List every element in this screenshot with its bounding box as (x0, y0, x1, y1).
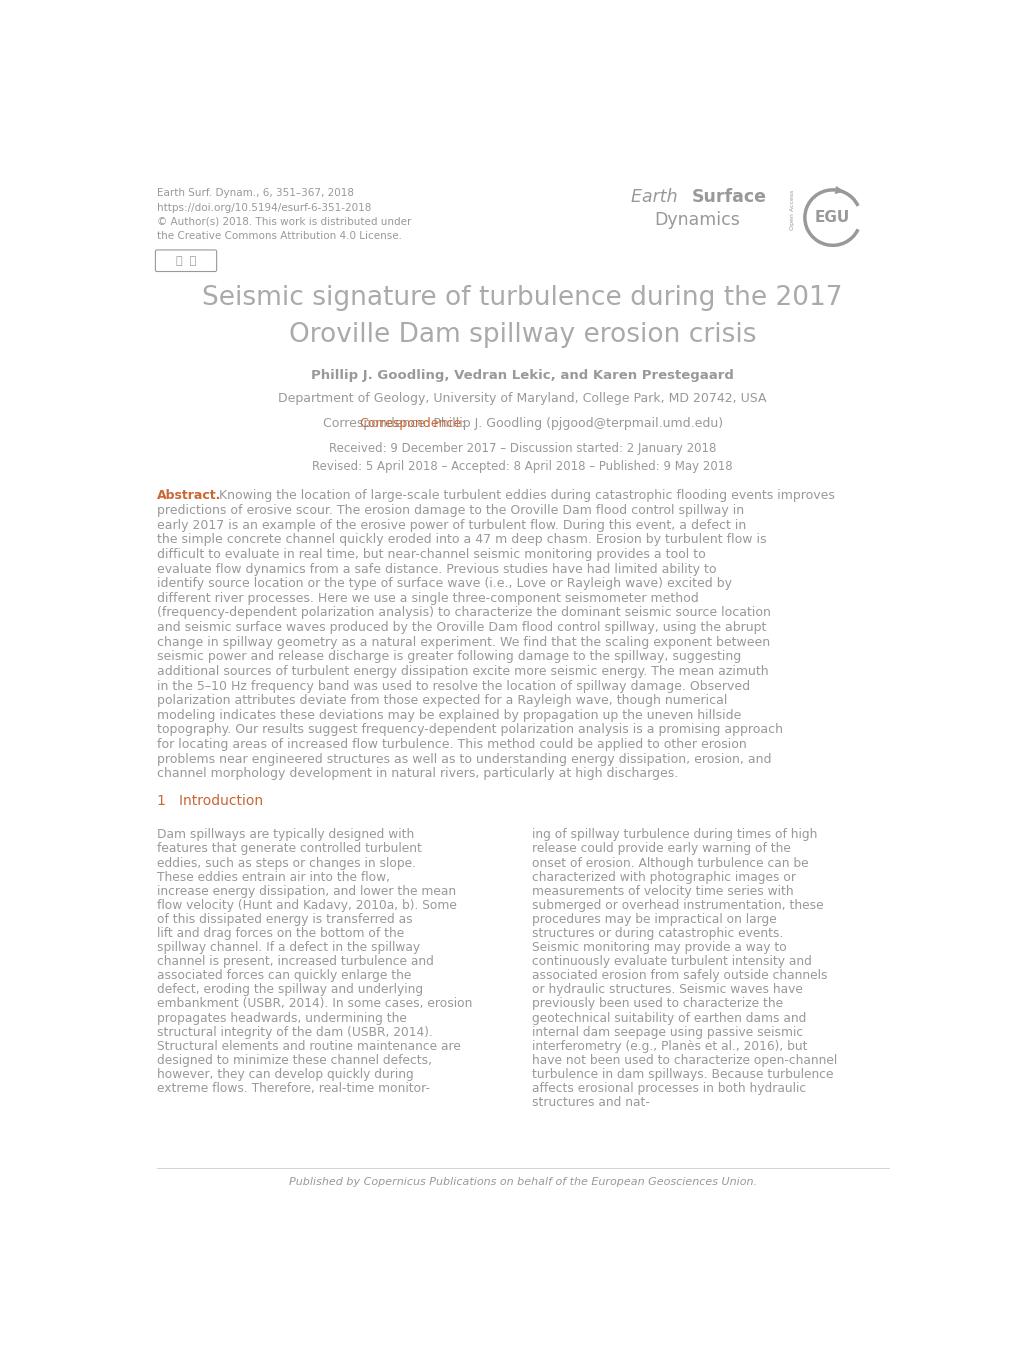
Text: characterized with photographic images or: characterized with photographic images o… (532, 870, 795, 884)
Text: EGU: EGU (814, 210, 850, 225)
Text: features that generate controlled turbulent: features that generate controlled turbul… (157, 842, 422, 855)
Text: Knowing the location of large-scale turbulent eddies during catastrophic floodin: Knowing the location of large-scale turb… (219, 490, 834, 503)
Text: (frequency-dependent polarization analysis) to characterize the dominant seismic: (frequency-dependent polarization analys… (157, 607, 770, 620)
Text: turbulence in dam spillways. Because turbulence: turbulence in dam spillways. Because tur… (532, 1068, 833, 1081)
Text: Surface: Surface (691, 188, 766, 206)
Text: channel morphology development in natural rivers, particularly at high discharge: channel morphology development in natura… (157, 768, 678, 780)
Text: defect, eroding the spillway and underlying: defect, eroding the spillway and underly… (157, 983, 423, 997)
Text: ing of spillway turbulence during times of high: ing of spillway turbulence during times … (532, 829, 816, 842)
Text: Correspondence:: Correspondence: (359, 417, 465, 430)
Text: change in spillway geometry as a natural experiment. We find that the scaling ex: change in spillway geometry as a natural… (157, 636, 769, 648)
Text: Abstract.: Abstract. (157, 490, 221, 503)
Text: Correspondence: Phillip J. Goodling (pjgood@terpmail.umd.edu): Correspondence: Phillip J. Goodling (pjg… (322, 417, 722, 430)
Text: increase energy dissipation, and lower the mean: increase energy dissipation, and lower t… (157, 885, 455, 897)
Text: geotechnical suitability of earthen dams and: geotechnical suitability of earthen dams… (532, 1011, 806, 1025)
Text: structures and nat-: structures and nat- (532, 1096, 649, 1110)
FancyBboxPatch shape (155, 250, 216, 272)
Text: topography. Our results suggest frequency-dependent polarization analysis is a p: topography. Our results suggest frequenc… (157, 724, 783, 737)
Text: identify source location or the type of surface wave (i.e., Love or Rayleigh wav: identify source location or the type of … (157, 577, 732, 590)
Text: onset of erosion. Although turbulence can be: onset of erosion. Although turbulence ca… (532, 857, 808, 870)
Text: modeling indicates these deviations may be explained by propagation up the uneve: modeling indicates these deviations may … (157, 709, 741, 722)
Text: and seismic surface waves produced by the Oroville Dam flood control spillway, u: and seismic surface waves produced by th… (157, 621, 765, 633)
Text: Dynamics: Dynamics (654, 211, 740, 230)
Text: previously been used to characterize the: previously been used to characterize the (532, 998, 783, 1010)
Text: Earth: Earth (631, 188, 683, 206)
Text: associated erosion from safely outside channels: associated erosion from safely outside c… (532, 970, 826, 982)
Text: Department of Geology, University of Maryland, College Park, MD 20742, USA: Department of Geology, University of Mar… (278, 393, 766, 405)
Text: or hydraulic structures. Seismic waves have: or hydraulic structures. Seismic waves h… (532, 983, 802, 997)
Text: the Creative Commons Attribution 4.0 License.: the Creative Commons Attribution 4.0 Lic… (157, 231, 401, 241)
Text: flow velocity (Hunt and Kadavy, 2010a, b). Some: flow velocity (Hunt and Kadavy, 2010a, b… (157, 898, 457, 912)
Text: Dam spillways are typically designed with: Dam spillways are typically designed wit… (157, 829, 414, 842)
Text: problems near engineered structures as well as to understanding energy dissipati: problems near engineered structures as w… (157, 753, 770, 765)
Text: Seismic signature of turbulence during the 2017: Seismic signature of turbulence during t… (203, 285, 842, 311)
Text: the simple concrete channel quickly eroded into a 47 m deep chasm. Erosion by tu: the simple concrete channel quickly erod… (157, 534, 765, 546)
Text: https://doi.org/10.5194/esurf-6-351-2018: https://doi.org/10.5194/esurf-6-351-2018 (157, 203, 371, 213)
Text: 1   Introduction: 1 Introduction (157, 794, 263, 808)
Text: © Author(s) 2018. This work is distributed under: © Author(s) 2018. This work is distribut… (157, 217, 411, 227)
Text: propagates headwards, undermining the: propagates headwards, undermining the (157, 1011, 407, 1025)
Text: have not been used to characterize open-channel: have not been used to characterize open-… (532, 1054, 837, 1067)
Text: These eddies entrain air into the flow,: These eddies entrain air into the flow, (157, 870, 389, 884)
Text: interferometry (e.g., Planès et al., 2016), but: interferometry (e.g., Planès et al., 201… (532, 1040, 807, 1053)
Text: Ⓒ  Ⓗ: Ⓒ Ⓗ (175, 256, 196, 266)
Text: different river processes. Here we use a single three-component seismometer meth: different river processes. Here we use a… (157, 592, 698, 605)
Text: predictions of erosive scour. The erosion damage to the Oroville Dam flood contr: predictions of erosive scour. The erosio… (157, 504, 743, 516)
Text: Earth Surf. Dynam., 6, 351–367, 2018: Earth Surf. Dynam., 6, 351–367, 2018 (157, 188, 354, 198)
Text: spillway channel. If a defect in the spillway: spillway channel. If a defect in the spi… (157, 941, 420, 954)
Text: Published by Copernicus Publications on behalf of the European Geosciences Union: Published by Copernicus Publications on … (288, 1177, 756, 1188)
Text: additional sources of turbulent energy dissipation excite more seismic energy. T: additional sources of turbulent energy d… (157, 664, 768, 678)
Text: Open Access: Open Access (789, 190, 794, 230)
Text: continuously evaluate turbulent intensity and: continuously evaluate turbulent intensit… (532, 955, 811, 968)
Text: eddies, such as steps or changes in slope.: eddies, such as steps or changes in slop… (157, 857, 416, 870)
Text: internal dam seepage using passive seismic: internal dam seepage using passive seism… (532, 1026, 802, 1038)
Text: channel is present, increased turbulence and: channel is present, increased turbulence… (157, 955, 433, 968)
Text: structural integrity of the dam (USBR, 2014).: structural integrity of the dam (USBR, 2… (157, 1026, 432, 1038)
Text: Phillip J. Goodling, Vedran Lekic, and Karen Prestegaard: Phillip J. Goodling, Vedran Lekic, and K… (311, 370, 734, 382)
Text: Structural elements and routine maintenance are: Structural elements and routine maintena… (157, 1040, 461, 1053)
Text: polarization attributes deviate from those expected for a Rayleigh wave, though : polarization attributes deviate from tho… (157, 694, 727, 707)
Text: lift and drag forces on the bottom of the: lift and drag forces on the bottom of th… (157, 927, 404, 940)
Text: extreme flows. Therefore, real-time monitor-: extreme flows. Therefore, real-time moni… (157, 1081, 430, 1095)
Text: affects erosional processes in both hydraulic: affects erosional processes in both hydr… (532, 1081, 805, 1095)
Text: measurements of velocity time series with: measurements of velocity time series wit… (532, 885, 793, 897)
Text: difficult to evaluate in real time, but near-channel seismic monitoring provides: difficult to evaluate in real time, but … (157, 547, 705, 561)
Text: Received: 9 December 2017 – Discussion started: 2 January 2018: Received: 9 December 2017 – Discussion s… (329, 441, 715, 455)
Text: designed to minimize these channel defects,: designed to minimize these channel defec… (157, 1054, 431, 1067)
Text: seismic power and release discharge is greater following damage to the spillway,: seismic power and release discharge is g… (157, 651, 741, 663)
Text: however, they can develop quickly during: however, they can develop quickly during (157, 1068, 414, 1081)
Text: release could provide early warning of the: release could provide early warning of t… (532, 842, 790, 855)
Text: Revised: 5 April 2018 – Accepted: 8 April 2018 – Published: 9 May 2018: Revised: 5 April 2018 – Accepted: 8 Apri… (312, 460, 733, 473)
Text: of this dissipated energy is transferred as: of this dissipated energy is transferred… (157, 913, 412, 925)
Text: embankment (USBR, 2014). In some cases, erosion: embankment (USBR, 2014). In some cases, … (157, 998, 472, 1010)
Text: evaluate flow dynamics from a safe distance. Previous studies have had limited a: evaluate flow dynamics from a safe dista… (157, 562, 715, 576)
Text: Oroville Dam spillway erosion crisis: Oroville Dam spillway erosion crisis (288, 321, 756, 347)
Text: procedures may be impractical on large: procedures may be impractical on large (532, 913, 776, 925)
Text: in the 5–10 Hz frequency band was used to resolve the location of spillway damag: in the 5–10 Hz frequency band was used t… (157, 679, 749, 693)
Text: structures or during catastrophic events.: structures or during catastrophic events… (532, 927, 783, 940)
Text: for locating areas of increased flow turbulence. This method could be applied to: for locating areas of increased flow tur… (157, 738, 746, 751)
Text: associated forces can quickly enlarge the: associated forces can quickly enlarge th… (157, 970, 411, 982)
Text: submerged or overhead instrumentation, these: submerged or overhead instrumentation, t… (532, 898, 823, 912)
Text: Seismic monitoring may provide a way to: Seismic monitoring may provide a way to (532, 941, 786, 954)
Text: early 2017 is an example of the erosive power of turbulent flow. During this eve: early 2017 is an example of the erosive … (157, 519, 746, 531)
